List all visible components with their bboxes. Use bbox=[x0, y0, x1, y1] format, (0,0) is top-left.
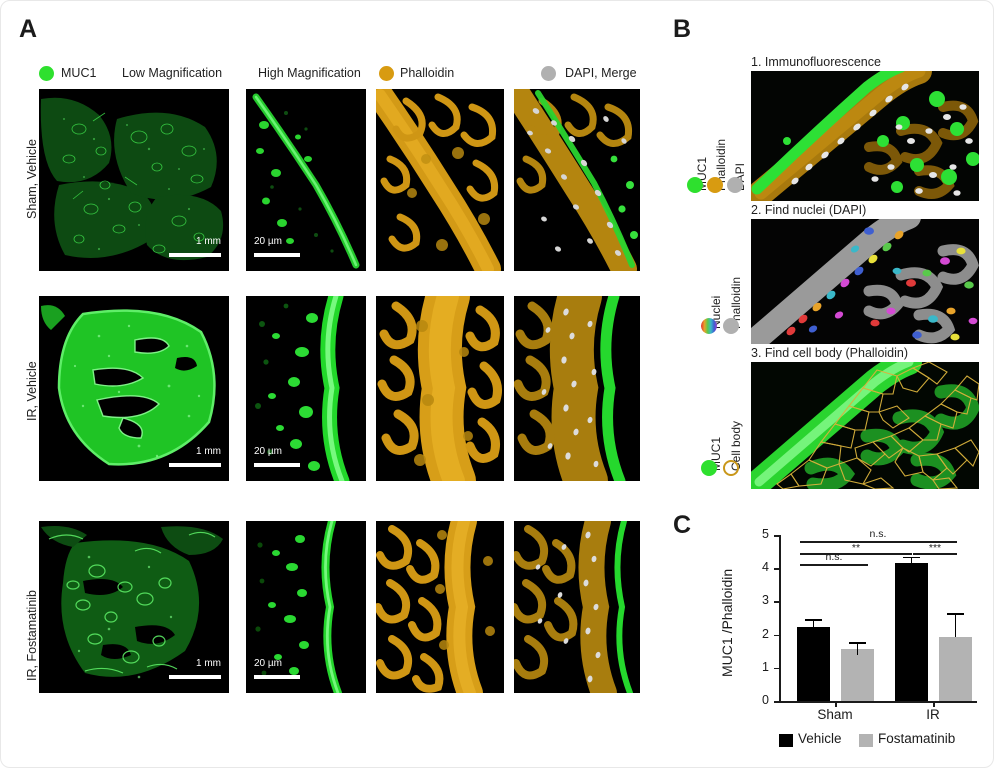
errorcap-ir-vehicle bbox=[903, 556, 920, 559]
y-tick-3 bbox=[774, 601, 779, 603]
sigtext-triple-star: *** bbox=[928, 542, 942, 554]
image-sham-vehicle-phalloidin bbox=[376, 89, 504, 271]
sigline-triple-star-ir-vehicle-ir-fostamatinib bbox=[913, 553, 957, 555]
step-3-dot-muc1 bbox=[701, 460, 717, 476]
muc1-legend-dot bbox=[39, 66, 54, 81]
legend-swatch-vehicle bbox=[779, 734, 793, 747]
legend-label-vehicle: Vehicle bbox=[798, 731, 842, 746]
sigtext-ns-overall: n.s. bbox=[869, 528, 887, 540]
y-tick-label-3: 3 bbox=[762, 593, 769, 608]
step-1-dot-dapi bbox=[727, 177, 743, 193]
phalloidin-legend-label: Phalloidin bbox=[400, 66, 455, 80]
scalebar-label-low-mag-row3: 1 mm bbox=[196, 658, 221, 669]
step-1-dot-phalloidin bbox=[707, 177, 723, 193]
image-ir-fostamatinib-high-mag-muc1: 20 µm bbox=[246, 521, 366, 693]
image-ir-vehicle-phalloidin bbox=[376, 296, 504, 481]
scalebar-label-low-mag-row2: 1 mm bbox=[196, 446, 221, 457]
step-1-title: 1. Immunofluorescence bbox=[751, 55, 881, 69]
step-2-dot-phalloidin bbox=[723, 318, 739, 334]
scalebar-label-high-mag-row3: 20 µm bbox=[254, 658, 282, 669]
errorcap-sham-fostamatinib bbox=[849, 642, 866, 645]
scalebar-label-low-mag-row1: 1 mm bbox=[196, 236, 221, 247]
bar-ir-fostamatinib bbox=[939, 637, 972, 701]
y-axis-line bbox=[779, 535, 781, 703]
y-tick-label-1: 1 bbox=[762, 659, 769, 674]
image-sham-vehicle-high-mag-muc1: 20 µm bbox=[246, 89, 366, 271]
image-ir-fostamatinib-low-mag: 1 mm bbox=[39, 521, 229, 693]
dapi-merge-legend-dot bbox=[541, 66, 556, 81]
dapi-merge-legend-label: DAPI, Merge bbox=[565, 66, 637, 80]
sigline-double-star-sham-vehicle-ir-vehicle bbox=[800, 553, 912, 555]
y-tick-5 bbox=[774, 535, 779, 537]
panel-a: A MUC1 Low Magnification High Magnificat… bbox=[1, 1, 667, 769]
image-ir-vehicle-merge bbox=[514, 296, 640, 481]
image-ir-fostamatinib-merge bbox=[514, 521, 640, 693]
image-sham-vehicle-low-mag: 1 mm bbox=[39, 89, 229, 271]
scalebar-high-mag-row1 bbox=[254, 253, 300, 257]
y-tick-1 bbox=[774, 667, 779, 670]
image-sham-vehicle-merge bbox=[514, 89, 640, 271]
bar-sham-vehicle bbox=[797, 627, 830, 701]
scalebar-low-mag-row1 bbox=[169, 253, 221, 257]
scalebar-low-mag-row2 bbox=[169, 463, 221, 467]
y-tick-label-0: 0 bbox=[762, 693, 769, 707]
scalebar-label-high-mag-row1: 20 µm bbox=[254, 236, 282, 247]
bar-ir-vehicle bbox=[895, 562, 928, 701]
scalebar-high-mag-row2 bbox=[254, 463, 300, 467]
x-tick-label-sham: Sham bbox=[817, 707, 853, 722]
image-step-2-find-nuclei bbox=[751, 219, 979, 344]
row-label-ir-vehicle: IR, Vehicle bbox=[25, 361, 39, 421]
bar-sham-fostamatinib bbox=[841, 648, 874, 701]
low-magnification-header: Low Magnification bbox=[122, 66, 223, 80]
y-tick-4 bbox=[774, 568, 779, 570]
scalebar-high-mag-row3 bbox=[254, 675, 300, 679]
panel-b-label: B bbox=[673, 15, 692, 43]
legend-label-fostamatinib: Fostamatinib bbox=[878, 731, 956, 746]
y-tick-label-2: 2 bbox=[762, 626, 769, 641]
errorbar-ir-fostamatinib bbox=[954, 613, 957, 638]
panel-b: B 1. Immunofluorescence MUC1 Phalloidin … bbox=[667, 1, 994, 501]
legend-swatch-fostamatinib bbox=[859, 734, 873, 747]
row-label-ir-fostamatinib: IR, Fostamatinib bbox=[25, 589, 39, 681]
scalebar-label-high-mag-row2: 20 µm bbox=[254, 446, 282, 457]
phalloidin-legend-dot bbox=[379, 66, 394, 81]
step-1-dot-muc1 bbox=[687, 177, 703, 193]
panel-a-label: A bbox=[19, 15, 38, 43]
panel-c-label: C bbox=[673, 511, 692, 539]
errorbar-sham-fostamatinib bbox=[856, 642, 859, 656]
panel-c: C MUC1 /Phalloidin 0 1 2 3 4 5 bbox=[667, 501, 994, 769]
x-tick-label-ir: IR bbox=[926, 707, 940, 722]
image-ir-vehicle-high-mag-muc1: 20 µm bbox=[246, 296, 366, 481]
y-tick-0 bbox=[774, 701, 779, 703]
scalebar-low-mag-row3 bbox=[169, 675, 221, 679]
image-ir-fostamatinib-phalloidin bbox=[376, 521, 504, 693]
sigline-ns-sham-vehicle-ir-fostamatinib bbox=[800, 541, 957, 543]
image-step-1-immunofluorescence bbox=[751, 71, 979, 201]
muc1-legend-label: MUC1 bbox=[61, 66, 97, 80]
row-label-sham-vehicle: Sham, Vehicle bbox=[25, 139, 39, 219]
step-2-dot-nuclei bbox=[701, 318, 717, 334]
step-3-dot-cell-body bbox=[723, 460, 739, 476]
errorcap-sham-vehicle bbox=[805, 619, 822, 621]
step-2-title: 2. Find nuclei (DAPI) bbox=[751, 203, 867, 217]
sigtext-ns-sham: n.s. bbox=[825, 551, 843, 563]
x-axis-line bbox=[779, 701, 977, 703]
y-axis-label: MUC1 /Phalloidin bbox=[719, 568, 735, 677]
image-step-3-find-cell-body bbox=[751, 362, 979, 489]
step-3-title: 3. Find cell body (Phalloidin) bbox=[751, 346, 909, 360]
sigtext-double-star: ** bbox=[851, 542, 861, 554]
high-magnification-header: High Magnification bbox=[258, 66, 361, 80]
errorbar-sham-vehicle bbox=[812, 619, 815, 635]
y-tick-2 bbox=[774, 634, 779, 637]
image-ir-vehicle-low-mag: 1 mm bbox=[39, 296, 229, 481]
y-tick-label-5: 5 bbox=[762, 527, 769, 541]
x-tick-sham bbox=[835, 702, 837, 707]
x-tick-ir bbox=[933, 702, 935, 707]
sigline-ns-sham-vehicle-sham-fostamatinib bbox=[800, 564, 868, 566]
errorcap-ir-fostamatinib bbox=[947, 613, 964, 616]
errorbar-ir-vehicle bbox=[910, 556, 913, 569]
y-tick-label-4: 4 bbox=[762, 560, 769, 575]
